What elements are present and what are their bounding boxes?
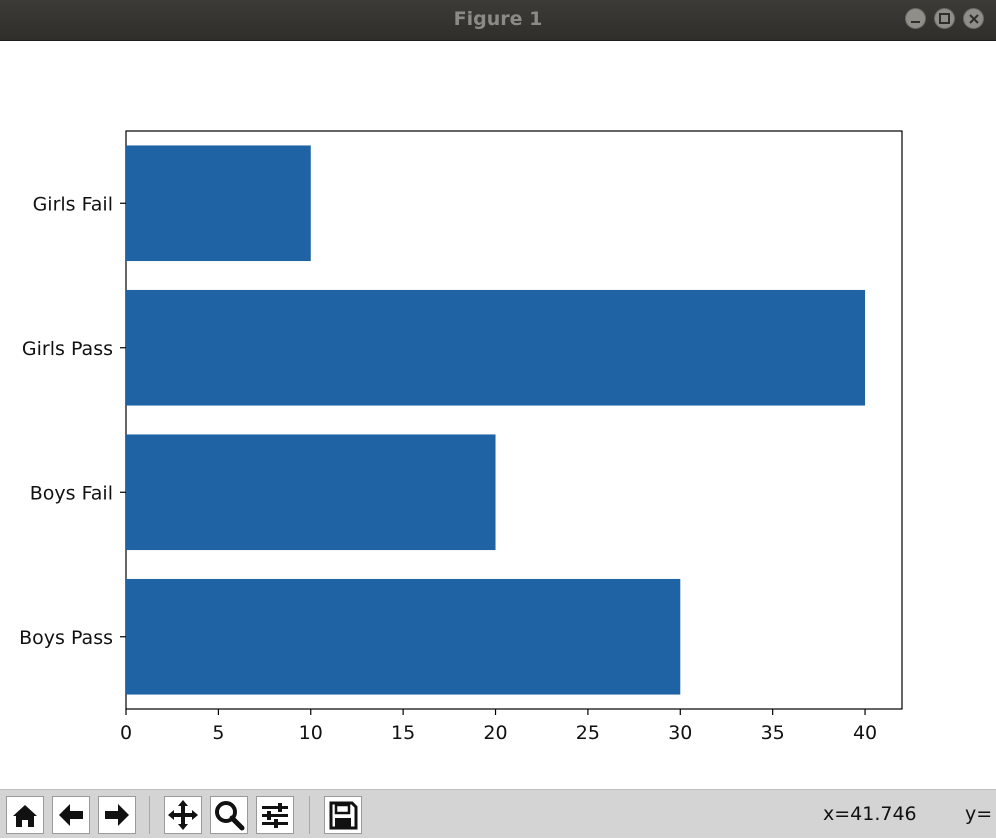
bar-boys-fail — [126, 434, 496, 551]
home-button[interactable] — [6, 796, 44, 834]
x-tick-label: 0 — [120, 722, 132, 744]
x-tick-label: 30 — [668, 722, 692, 744]
home-icon — [13, 805, 37, 827]
maximize-icon — [939, 13, 950, 24]
y-coordinate-readout: y= — [965, 803, 993, 825]
toolbar-separator — [309, 796, 310, 834]
y-tick-label: Boys Fail — [30, 482, 113, 504]
close-button[interactable] — [963, 8, 984, 29]
y-tick-label: Girls Pass — [22, 338, 113, 360]
x-tick-label: 15 — [391, 722, 415, 744]
bar-girls-fail — [126, 145, 311, 262]
navigation-toolbar: x=41.746 y= — [0, 789, 996, 838]
figure-canvas[interactable]: Boys Pass Boys Fail Girls Pass Girls Fail 0… — [0, 41, 996, 789]
window-title: Figure 1 — [453, 8, 543, 30]
x-tick-label: 40 — [853, 722, 877, 744]
window-titlebar[interactable]: Figure 1 — [0, 0, 996, 41]
back-button[interactable] — [52, 796, 90, 834]
y-tick-label: Boys Pass — [19, 627, 113, 649]
minimize-icon — [911, 21, 920, 23]
x-coordinate-readout: x=41.746 — [823, 803, 917, 825]
save-button[interactable] — [324, 796, 362, 834]
configure-subplots-icon — [262, 803, 288, 828]
pan-icon — [168, 800, 198, 830]
minimize-button[interactable] — [905, 8, 926, 29]
x-tick-label: 35 — [761, 722, 785, 744]
maximize-button[interactable] — [934, 8, 955, 29]
x-tick-label: 10 — [299, 722, 323, 744]
forward-button[interactable] — [98, 796, 136, 834]
configure-subplots-button[interactable] — [256, 796, 294, 834]
close-icon — [969, 14, 979, 24]
bar-chart: Boys Pass Boys Fail Girls Pass Girls Fail 0… — [19, 130, 903, 744]
x-tick-label: 25 — [576, 722, 600, 744]
toolbar-separator — [149, 796, 150, 834]
zoom-icon — [215, 801, 245, 831]
x-tick-label: 20 — [483, 722, 507, 744]
save-icon — [329, 801, 358, 830]
forward-arrow-icon — [105, 804, 129, 826]
zoom-button[interactable] — [210, 796, 248, 834]
plot-area — [125, 130, 903, 710]
pan-button[interactable] — [164, 796, 202, 834]
x-tick-label: 5 — [212, 722, 224, 744]
bar-girls-pass — [126, 289, 866, 406]
back-arrow-icon — [59, 804, 83, 826]
y-tick-label: Girls Fail — [33, 193, 113, 215]
bar-boys-pass — [126, 578, 681, 695]
